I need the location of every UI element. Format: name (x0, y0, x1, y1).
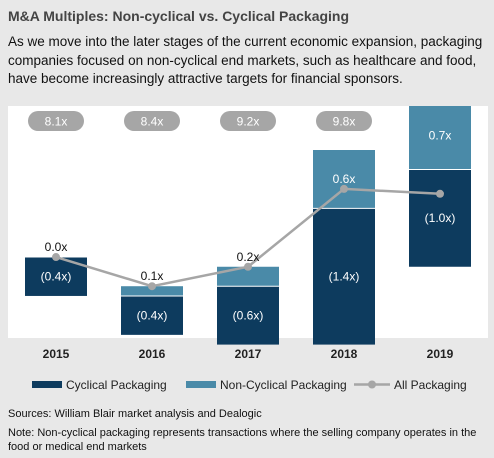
x-tick-label: 2015 (43, 347, 70, 361)
cyclical-bar (313, 208, 375, 345)
sources-note: Sources: William Blair market analysis a… (8, 408, 262, 420)
legend-swatch-cyclical (32, 381, 62, 388)
all-packaging-point (340, 184, 348, 193)
x-tick-label: 2017 (235, 347, 262, 361)
multiple-pill (316, 111, 372, 131)
chart-subtitle: As we move into the later stages of the … (8, 34, 483, 86)
x-tick-label: 2016 (139, 347, 166, 361)
multiple-pill-label: 9.8x (333, 115, 356, 129)
non-cyclical-label: 0.2x (237, 250, 260, 264)
cyclical-bar (217, 286, 279, 345)
cyclical-label: (0.4x) (137, 308, 168, 322)
cyclical-label: (1.0x) (425, 211, 456, 225)
multiple-pill (220, 111, 276, 131)
footnote: Note: Non-cyclical packaging represents … (8, 427, 477, 453)
x-tick-label: 2019 (427, 347, 454, 361)
x-tick-label: 2018 (331, 347, 358, 361)
non-cyclical-label: 0.6x (333, 172, 356, 186)
multiple-pill-label: 8.1x (45, 115, 68, 129)
legend-swatch-non-cyclical (186, 381, 216, 388)
non-cyclical-label: 0.1x (141, 269, 164, 283)
non-cyclical-bar (313, 150, 375, 209)
cyclical-label: (1.4x) (329, 269, 360, 283)
legend-label-non-cyclical: Non-Cyclical Packaging (220, 378, 347, 392)
non-cyclical-bar (217, 266, 279, 287)
legend-label-all: All Packaging (394, 378, 467, 392)
cyclical-label: (0.4x) (41, 269, 72, 283)
chart-title: M&A Multiples: Non-cyclical vs. Cyclical… (8, 8, 350, 24)
multiple-pill-label: 8.4x (141, 115, 164, 129)
all-packaging-point (436, 189, 444, 198)
non-cyclical-label: 0.0x (45, 240, 68, 254)
non-cyclical-label: 0.7x (429, 128, 452, 142)
multiple-pill (28, 111, 84, 131)
chart: 8.1x8.4x9.2x9.8x10.0x 0.0x(0.4x)0.1x(0.4… (8, 106, 488, 392)
cyclical-bar (409, 169, 471, 267)
all-packaging-point (52, 253, 60, 262)
cyclical-bar (121, 295, 183, 335)
non-cyclical-bar (409, 106, 471, 170)
cyclical-label: (0.6x) (233, 308, 264, 322)
non-cyclical-bar (121, 286, 183, 296)
legend-swatch-all-point (368, 380, 376, 389)
legend-label-cyclical: Cyclical Packaging (66, 378, 167, 392)
multiple-pill-label: 9.2x (237, 115, 260, 129)
all-packaging-point (148, 282, 156, 291)
multiple-pill (124, 111, 180, 131)
all-packaging-point (244, 262, 252, 271)
